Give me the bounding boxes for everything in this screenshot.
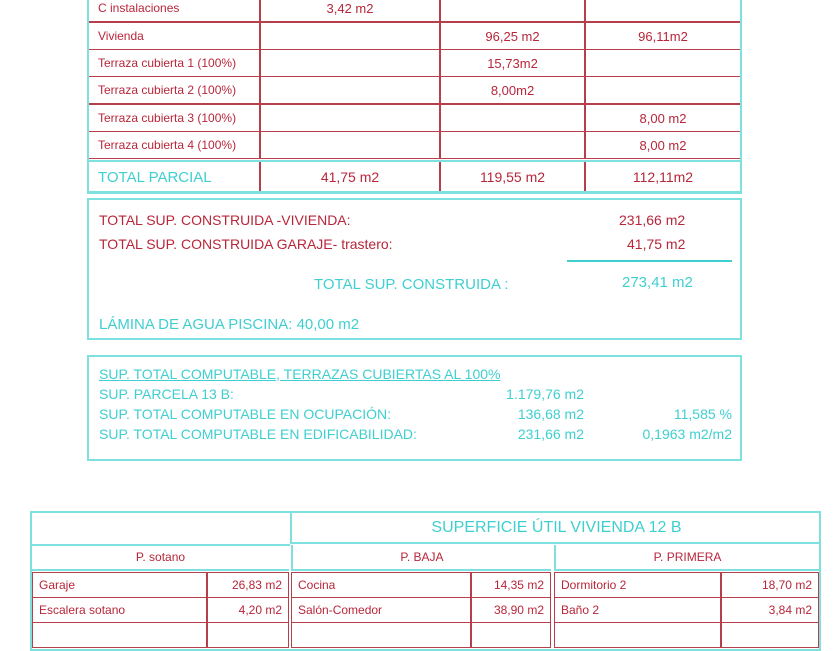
room-label: Cocina <box>291 572 471 598</box>
util-title: SUPERFICIE ÚTIL VIVIENDA 12 B <box>431 518 682 536</box>
computable-value: 1.179,76 m2 <box>506 386 584 402</box>
vivienda-value: 231,66 m2 <box>619 212 686 228</box>
vivienda-label: TOTAL SUP. CONSTRUIDA -VIVIENDA: <box>99 212 351 228</box>
room-label: Escalera sotano <box>32 597 207 623</box>
room-value: 38,90 m2 <box>471 597 551 623</box>
computable-value: 136,68 m2 <box>517 406 584 422</box>
garaje-label: TOTAL SUP. CONSTRUIDA GARAJE- trastero: <box>99 236 393 252</box>
total-label: TOTAL SUP. CONSTRUIDA : <box>314 276 509 293</box>
computable-box: SUP. TOTAL COMPUTABLE, TERRAZAS CUBIERTA… <box>87 355 742 461</box>
room-label: Baño 2 <box>554 597 721 623</box>
top-table-frame <box>87 0 742 194</box>
room-value: 18,70 m2 <box>721 572 819 598</box>
computable-heading: SUP. TOTAL COMPUTABLE, TERRAZAS CUBIERTA… <box>99 366 501 382</box>
row-value: 3,42 m2 <box>260 0 440 22</box>
sum-divider <box>567 260 732 262</box>
row-value <box>440 0 585 22</box>
floor-header: P. PRIMERA <box>554 545 819 571</box>
computable-label: SUP. PARCELA 13 B: <box>99 386 234 402</box>
room-value <box>471 622 551 648</box>
total-value: 273,41 m2 <box>622 274 693 291</box>
piscina-text: LÁMINA DE AGUA PISCINA: 40,00 m2 <box>99 316 360 333</box>
total-parcial-value: 119,55 m2 <box>440 162 585 192</box>
room-value: 3,84 m2 <box>721 597 819 623</box>
row-value <box>260 76 440 104</box>
room-label: Dormitorio 2 <box>554 572 721 598</box>
row-value: 8,00m2 <box>440 76 585 104</box>
room-value <box>207 622 289 648</box>
computable-label: SUP. TOTAL COMPUTABLE EN EDIFICABILIDAD: <box>99 426 417 442</box>
room-label <box>32 622 207 648</box>
floor-header: P. sotano <box>32 545 289 571</box>
row-value <box>440 131 585 159</box>
garaje-value: 41,75 m2 <box>627 236 686 252</box>
room-label <box>291 622 471 648</box>
row-value <box>260 131 440 159</box>
room-value: 4,20 m2 <box>207 597 289 623</box>
computable-ratio: 0,1963 m2/m2 <box>642 426 733 442</box>
floor-header: P. BAJA <box>291 545 551 571</box>
room-value: 14,35 m2 <box>471 572 551 598</box>
room-label: Salón-Comedor <box>291 597 471 623</box>
room-value <box>721 622 819 648</box>
computable-label: SUP. TOTAL COMPUTABLE EN OCUPACIÓN: <box>99 406 391 422</box>
computable-value: 231,66 m2 <box>517 426 584 442</box>
summary-box: TOTAL SUP. CONSTRUIDA -VIVIENDA: 231,66 … <box>87 198 742 340</box>
total-parcial-value: 41,75 m2 <box>260 162 440 192</box>
room-label: Garaje <box>32 572 207 598</box>
computable-ratio: 11,585 % <box>673 406 732 422</box>
room-value: 26,83 m2 <box>207 572 289 598</box>
room-label <box>554 622 721 648</box>
